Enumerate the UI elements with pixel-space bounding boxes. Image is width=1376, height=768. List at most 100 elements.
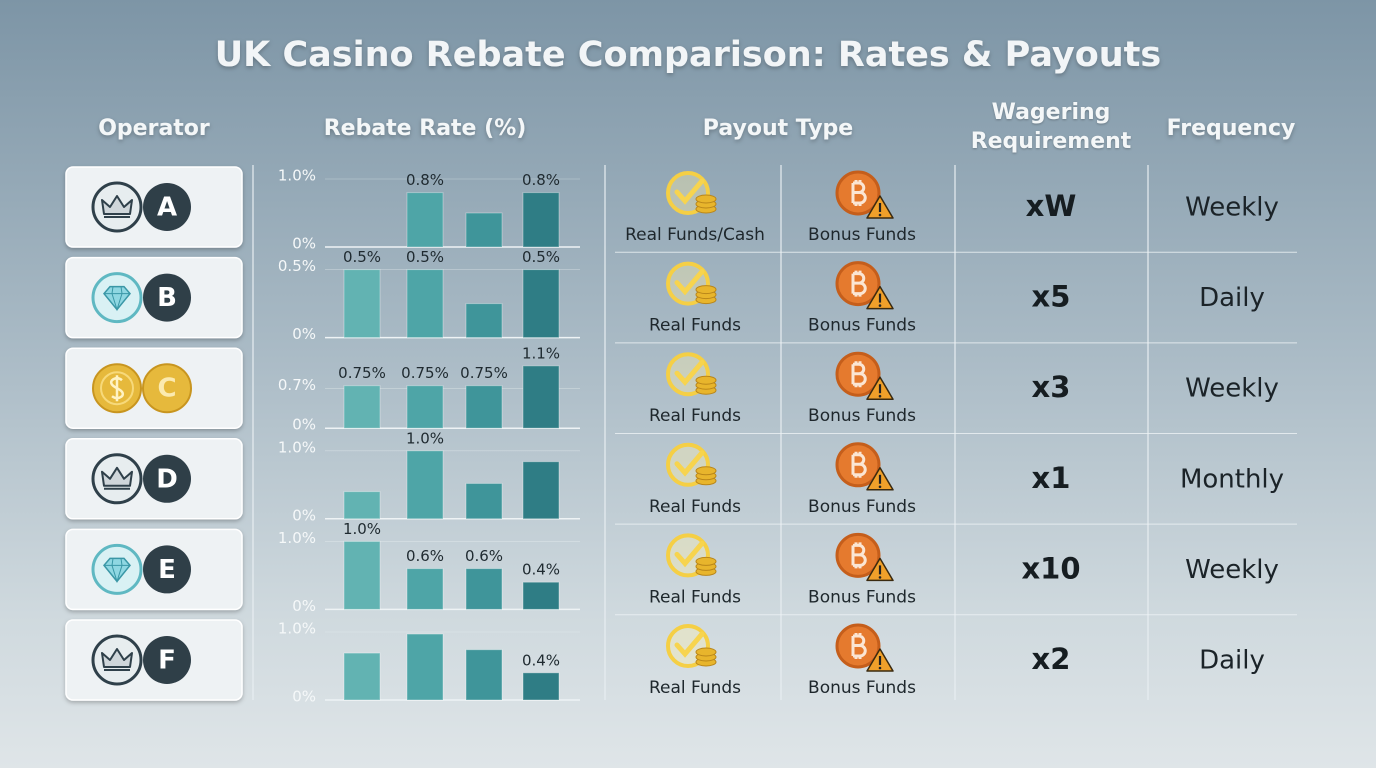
bar-value-label: 0.4%: [522, 651, 560, 669]
bar-value-label: 1.1%: [522, 344, 560, 362]
real-funds-icon: [666, 171, 717, 215]
bar: [343, 385, 381, 429]
y-tick-label: 1.0%: [278, 529, 316, 547]
btc-symbol: [851, 270, 867, 297]
payout-primary: Real Funds: [649, 587, 741, 607]
check: [674, 631, 705, 658]
bar-value-label: 0.5%: [406, 248, 444, 266]
operator-letter: A: [157, 193, 177, 223]
y-tick-label: 0%: [292, 688, 316, 706]
real-funds-icon: [666, 533, 717, 578]
real-funds-icon: [666, 442, 717, 487]
bonus-funds-icon: [835, 261, 894, 310]
coin-stack: [695, 466, 717, 476]
y-tick-label: 0%: [292, 506, 316, 524]
operator-letter: D: [156, 464, 178, 494]
btc-symbol: [851, 633, 867, 659]
y-tick-label: 0%: [292, 325, 316, 343]
bar: [343, 652, 381, 701]
check: [674, 450, 705, 477]
payout-secondary: Bonus Funds: [808, 225, 916, 245]
coin-stack: [695, 375, 717, 385]
payout-primary: Real Funds: [649, 678, 741, 698]
coin-stack: [695, 556, 717, 566]
dividers: [252, 165, 1149, 700]
payout-secondary: Bonus Funds: [808, 316, 916, 336]
bar: [406, 385, 444, 429]
crown: [101, 648, 133, 671]
btc-symbol: [851, 361, 867, 388]
header-rebate: Rebate Rate (%): [324, 116, 527, 141]
check: [674, 359, 705, 387]
bar: [465, 212, 503, 248]
operator-icon: [91, 181, 143, 233]
y-tick-label: 1.0%: [278, 438, 316, 456]
wagering: x1: [1032, 461, 1071, 495]
real-funds-icon: [666, 261, 717, 306]
bar: [465, 482, 503, 520]
bonus-funds-icon: [835, 623, 894, 672]
bonus-funds-icon: [835, 532, 894, 582]
bar: [522, 365, 560, 429]
coin-stack: [695, 285, 717, 295]
bonus-funds-icon: [835, 442, 894, 491]
bar: [465, 303, 503, 339]
bar: [465, 649, 503, 701]
header-payout: Payout Type: [703, 116, 853, 141]
bar: [465, 385, 503, 429]
bar-value-label: 0.5%: [343, 248, 381, 266]
operator-badge: [143, 273, 191, 322]
operator-letter: E: [158, 555, 176, 585]
bar: [406, 568, 444, 610]
wagering: xW: [1026, 189, 1077, 223]
frequency: Weekly: [1185, 374, 1279, 404]
diamond-facets: [104, 286, 130, 312]
bar-value-label: 0.75%: [460, 364, 508, 382]
bonus-funds-icon: [835, 170, 894, 219]
bar-value-label: 0.6%: [406, 547, 444, 565]
bar: [343, 491, 381, 520]
warning-dot: [878, 213, 882, 217]
bonus-funds-icon: [835, 351, 894, 400]
operator-badge: [143, 636, 191, 684]
bar: [406, 192, 444, 248]
bar: [522, 269, 560, 339]
coin-inner: [100, 371, 134, 406]
frequency: Weekly: [1185, 193, 1279, 223]
diamond-facets: [104, 558, 130, 584]
payout-secondary: Bonus Funds: [808, 497, 916, 517]
check: [674, 178, 705, 205]
wagering: x5: [1032, 280, 1071, 314]
bar-value-label: 0.75%: [338, 364, 386, 382]
warning-dot: [878, 304, 882, 307]
bar: [522, 581, 560, 610]
bar: [522, 672, 560, 701]
title: UK Casino Rebate Comparison: Rates & Pay…: [215, 35, 1162, 75]
header-operator: Operator: [98, 116, 210, 141]
frequency: Daily: [1199, 646, 1265, 676]
operator-icon: [91, 634, 143, 686]
bar: [406, 269, 444, 339]
y-tick-label: 1.0%: [278, 620, 316, 638]
payout-primary: Real Funds: [649, 316, 741, 336]
wagering: x2: [1032, 642, 1071, 676]
wagering: x10: [1021, 551, 1080, 585]
y-tick-label: 0%: [292, 597, 316, 615]
operator-badge: [143, 454, 191, 503]
payout-secondary: Bonus Funds: [808, 678, 916, 698]
header-frequency: Frequency: [1167, 116, 1296, 141]
operator-letter: F: [158, 646, 176, 676]
operator-icon: [91, 453, 143, 505]
real-funds-icon: [666, 624, 717, 668]
operator-letter: B: [157, 283, 177, 313]
warning-dot: [878, 394, 882, 398]
btc-symbol: [851, 451, 867, 478]
y-tick-label: 1.0%: [278, 167, 316, 185]
payout-primary: Real Funds: [649, 406, 741, 426]
frequency: Weekly: [1185, 555, 1279, 585]
frequency: Monthly: [1180, 464, 1284, 494]
operator-badge: [142, 363, 192, 414]
bar-value-label: 0.4%: [522, 561, 560, 579]
